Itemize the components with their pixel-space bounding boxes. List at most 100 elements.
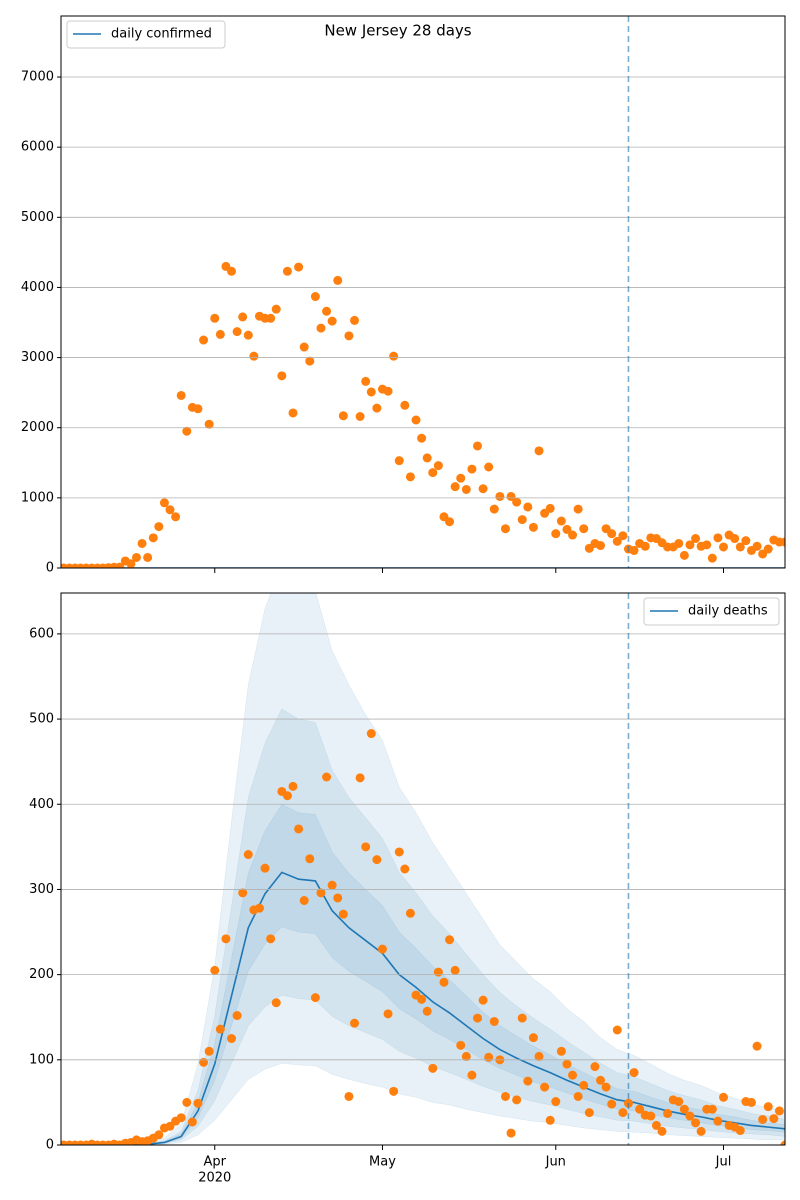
data-point [294,262,304,272]
legend-label: daily deaths [688,604,768,619]
data-point [523,502,533,512]
data-point [517,1013,527,1023]
y-tick-label: 4000 [21,280,54,295]
data-point [260,863,270,873]
data-point [685,1111,695,1121]
data-point [232,327,242,337]
data-point [534,1051,544,1061]
plot-frame [60,15,786,569]
data-point [154,522,164,532]
data-point [299,342,309,352]
data-point [243,850,253,860]
data-point [221,934,231,944]
data-point [640,541,650,551]
data-point [383,1009,393,1019]
band [63,708,785,1145]
data-point [500,1091,510,1101]
data-point [333,893,343,903]
data-point [439,977,449,987]
data-point [506,491,516,501]
data-point [741,536,751,546]
data-point [389,351,399,361]
data-point [489,1016,499,1026]
data-point [590,1062,600,1072]
data-point [394,456,404,466]
data-point [338,909,348,919]
data-point [238,312,248,322]
data-point [394,847,404,857]
data-point [344,1091,354,1101]
data-point [288,408,298,418]
data-point [193,1098,203,1108]
data-point [618,1108,628,1118]
data-point [618,531,628,541]
data-point [579,1080,589,1090]
data-point [366,729,376,739]
data-point [333,275,343,285]
x-tick-label: Apr [203,1155,226,1170]
data-point [467,464,477,474]
data-point [266,313,276,323]
data-point [646,1111,656,1121]
data-point [210,313,220,323]
data-point [372,855,382,865]
y-tick-label: 100 [29,1052,54,1067]
data-point [556,516,566,526]
y-tick-label: 400 [29,797,54,812]
data-point [389,1086,399,1096]
data-point [433,967,443,977]
data-point [596,541,606,551]
data-point [540,1082,550,1092]
y-tick-label: 300 [29,882,54,897]
data-point [752,1041,762,1051]
data-point [746,1097,756,1107]
data-point [473,441,483,451]
data-point [445,935,455,945]
data-point [478,995,488,1005]
legend-box [66,20,226,49]
data-point [187,1117,197,1127]
data-point [758,1114,768,1124]
data-point [294,824,304,834]
data-point [215,329,225,339]
data-point [601,1082,611,1092]
data-point [763,1102,773,1112]
data-point [612,536,622,546]
legend-box [643,597,780,626]
data-point [707,1104,717,1114]
data-point [204,419,214,429]
data-point [769,1114,779,1124]
data-point [752,541,762,551]
data-point [400,400,410,410]
data-point [663,1108,673,1118]
data-point [199,1057,209,1067]
band [63,593,785,1145]
plot-frame [60,592,786,1146]
y-tick-label: 0 [46,1138,54,1153]
data-point [484,462,494,472]
data-point [361,842,371,852]
data-point [176,390,186,400]
data-point [243,330,253,340]
data-point [417,433,427,443]
data-point [651,1120,661,1130]
data-point [288,781,298,791]
data-point [277,371,287,381]
data-point [517,515,527,525]
data-point [232,1011,242,1021]
data-point [310,993,320,1003]
y-tick-label: 200 [29,967,54,982]
y-tick-label: 600 [29,626,54,641]
data-point [719,1092,729,1102]
data-point [159,498,169,508]
data-point [428,468,438,478]
data-point [411,415,421,425]
data-point [193,404,203,414]
y-tick-label: 0 [46,561,54,576]
data-point [450,482,460,492]
data-point [405,472,415,482]
data-point [238,888,248,898]
plot-area [61,261,785,568]
data-point [266,934,276,944]
